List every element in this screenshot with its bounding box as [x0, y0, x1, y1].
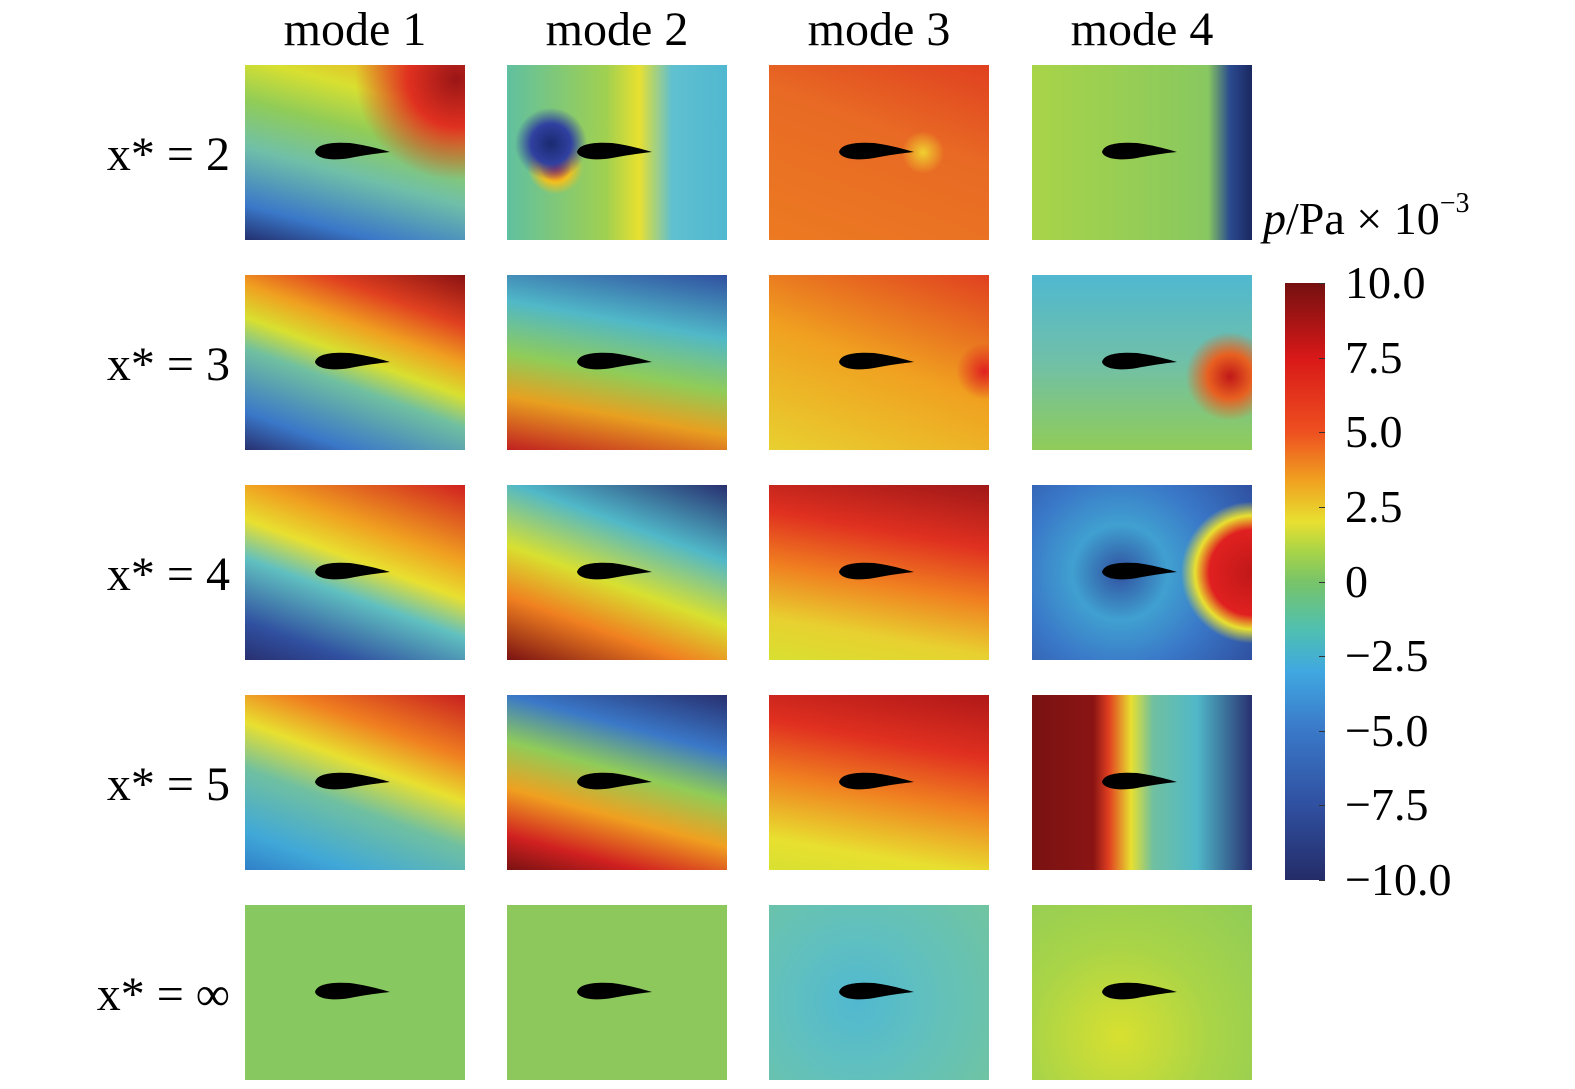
mode-panel	[1032, 275, 1252, 450]
airfoil	[1102, 562, 1177, 580]
mode-panel	[507, 275, 727, 450]
mode-panel	[507, 65, 727, 240]
airfoil	[1102, 352, 1177, 370]
airfoil	[315, 562, 390, 580]
colorbar-title-text: /Pa × 10	[1286, 193, 1440, 244]
airfoil	[839, 772, 914, 790]
airfoil	[315, 142, 390, 160]
mode-panel	[507, 695, 727, 870]
airfoil	[577, 772, 652, 790]
mode-panel	[245, 905, 465, 1080]
airfoil	[1102, 142, 1177, 160]
column-title: mode 3	[807, 3, 951, 56]
colorbar-tick	[1319, 656, 1325, 658]
colorbar-tick-label: −5.0	[1345, 704, 1429, 756]
colorbar-tick	[1319, 506, 1325, 508]
mode-panel	[769, 905, 989, 1080]
colorbar-tick	[1319, 357, 1325, 359]
colorbar-tick-label: −10.0	[1345, 854, 1452, 905]
mode-panel	[769, 65, 989, 240]
colorbar-tick-label: −2.5	[1345, 630, 1429, 682]
airfoil	[839, 562, 914, 580]
row-label: x* = ∞	[96, 968, 230, 1021]
colorbar-tick-label: 10.0	[1345, 257, 1426, 308]
colorbar-tick	[1319, 730, 1325, 732]
colorbar-tick	[1319, 880, 1325, 881]
mode-panel	[769, 275, 989, 450]
colorbar-exponent: −3	[1439, 188, 1470, 219]
airfoil	[1102, 772, 1177, 790]
airfoil	[315, 772, 390, 790]
mode-panel	[1032, 65, 1252, 240]
mode-panel	[1032, 485, 1252, 660]
airfoil	[577, 562, 652, 580]
mode-panel	[1032, 905, 1252, 1080]
mode-panel	[769, 695, 989, 870]
airfoil	[315, 352, 390, 370]
airfoil	[315, 982, 390, 1000]
mode-panel	[245, 485, 465, 660]
colorbar-tick-label: 5.0	[1345, 406, 1403, 458]
mode-panel	[507, 485, 727, 660]
mode-panel	[1032, 695, 1252, 870]
row-label: x* = 5	[106, 758, 230, 811]
mode-panel	[507, 905, 727, 1080]
colorbar-tick	[1319, 581, 1325, 583]
mode-panel	[769, 485, 989, 660]
airfoil	[839, 982, 914, 1000]
mode-panel	[245, 65, 465, 240]
colorbar-tick	[1319, 805, 1325, 807]
airfoil	[1102, 982, 1177, 1000]
airfoil	[839, 142, 914, 160]
row-label: x* = 3	[106, 338, 230, 391]
mode-panel	[245, 695, 465, 870]
airfoil	[577, 982, 652, 1000]
row-label: x* = 4	[106, 548, 230, 601]
colorbar-tick-label: 0	[1345, 555, 1368, 607]
colorbar-tick-label: 7.5	[1345, 331, 1403, 383]
mode-panel	[245, 275, 465, 450]
colorbar	[1285, 283, 1325, 880]
column-title: mode 1	[283, 3, 427, 56]
colorbar-tick-label: 2.5	[1345, 480, 1403, 532]
airfoil	[839, 352, 914, 370]
row-label: x* = 2	[106, 128, 230, 181]
colorbar-tick	[1319, 432, 1325, 434]
column-title: mode 4	[1070, 3, 1214, 56]
column-title: mode 2	[545, 3, 689, 56]
airfoil	[577, 352, 652, 370]
colorbar-tick-label: −7.5	[1345, 779, 1429, 831]
colorbar-tick	[1319, 283, 1325, 284]
airfoil	[577, 142, 652, 160]
colorbar-title: p/Pa × 10−3	[1263, 188, 1470, 244]
